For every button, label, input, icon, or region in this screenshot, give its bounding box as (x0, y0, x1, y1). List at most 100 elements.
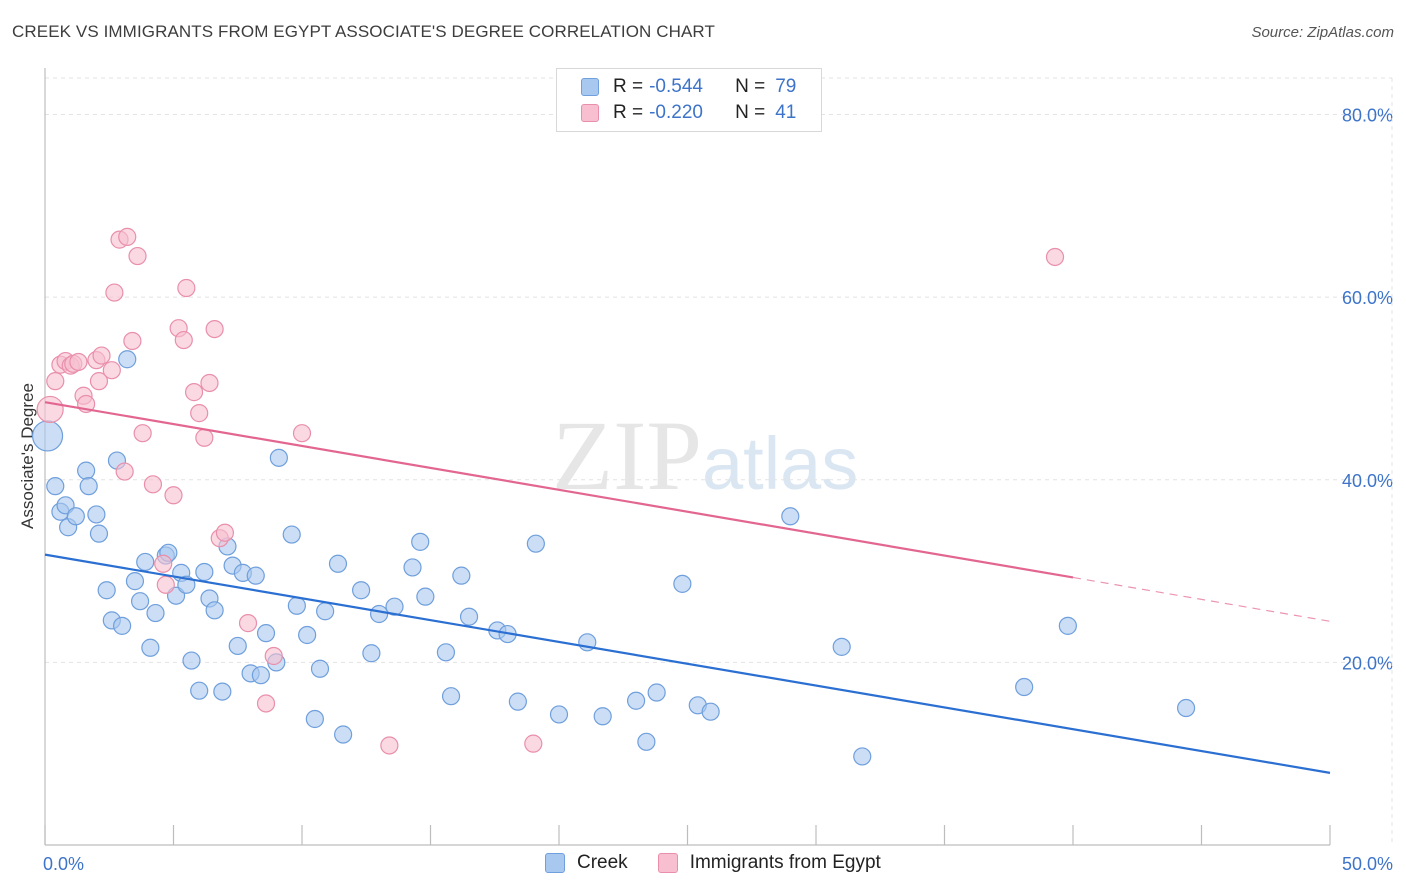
legend-label-creek: Creek (577, 852, 628, 873)
egypt-trend-line (44, 401, 1074, 579)
egypt-point (177, 278, 196, 298)
egypt-point (154, 554, 173, 573)
creek-point (125, 572, 145, 591)
creek-point (136, 552, 155, 572)
creek-point (46, 477, 65, 496)
egypt-swatch-icon (581, 104, 599, 122)
series-legend: Creek Immigrants from Egypt (545, 852, 911, 874)
legend-n-value: 79 (775, 76, 797, 97)
egypt-point (143, 475, 163, 494)
egypt-point (89, 372, 109, 391)
egypt-point (215, 523, 234, 542)
creek-point (118, 350, 137, 369)
egypt-point (190, 404, 209, 423)
legend-n-label: N = (735, 76, 766, 97)
creek-point (251, 666, 270, 685)
creek-point (781, 507, 800, 526)
egypt-point (200, 373, 219, 393)
egypt-point (69, 352, 88, 372)
creek-point (190, 681, 209, 700)
creek-point (87, 505, 106, 524)
creek-point (637, 732, 656, 751)
creek-point (370, 604, 389, 624)
creek-point (269, 448, 288, 467)
creek-point (310, 659, 330, 678)
creek-point (832, 637, 851, 656)
creek-legend-swatch-icon (545, 853, 565, 873)
egypt-point (195, 428, 214, 447)
creek-point (146, 603, 165, 623)
creek-point (436, 643, 456, 662)
creek-point (441, 687, 461, 706)
creek-point (66, 507, 85, 526)
watermark-atlas: atlas (702, 422, 859, 505)
creek-point (256, 624, 276, 643)
creek-point (316, 602, 335, 621)
creek-point (549, 705, 569, 724)
creek-point (298, 625, 317, 645)
creek-point (385, 597, 404, 616)
egypt-trend-extension (1072, 576, 1331, 622)
egypt-point (1045, 247, 1065, 267)
creek-point (673, 574, 692, 593)
creek-point (362, 644, 381, 663)
y-tick-label: 20.0% (1342, 653, 1393, 673)
creek-point (31, 420, 64, 452)
egypt-point (133, 424, 152, 443)
creek-point (97, 581, 116, 600)
egypt-point (292, 424, 312, 443)
creek-point (228, 636, 247, 656)
creek-point (352, 581, 371, 600)
correlation-legend: R = -0.544 N = 79 R = -0.220 N = 41 (556, 68, 822, 132)
creek-point (89, 524, 109, 543)
egypt-point (524, 734, 543, 753)
legend-item-creek[interactable]: Creek (545, 852, 628, 874)
egypt-legend-swatch-icon (657, 853, 678, 873)
creek-point (77, 461, 96, 480)
legend-item-egypt[interactable]: Immigrants from Egypt (657, 852, 881, 874)
creek-point (452, 566, 471, 585)
y-tick-label: 60.0% (1342, 288, 1393, 308)
creek-point (1176, 698, 1196, 718)
creek-point (647, 683, 666, 702)
creek-point (853, 747, 872, 766)
y-tick-label: 80.0% (1342, 106, 1393, 126)
legend-row-egypt: R = -0.220 N = 41 (581, 101, 796, 125)
y-axis-label: Associate's Degree (18, 383, 37, 529)
y-tick-label: 40.0% (1342, 471, 1393, 491)
x-tick-label-min: 0.0% (43, 854, 84, 874)
egypt-point (36, 395, 64, 424)
creek-point (1058, 616, 1077, 635)
egypt-point (380, 736, 399, 755)
creek-point (593, 707, 612, 726)
creek-point (459, 607, 479, 626)
creek-point (246, 566, 265, 585)
creek-point (177, 575, 196, 594)
legend-n-value: 41 (775, 102, 797, 123)
creek-point (526, 534, 545, 553)
legend-n-label: N = (735, 102, 766, 123)
creek-trend-line (44, 553, 1331, 774)
egypt-point (164, 486, 183, 505)
egypt-point (205, 320, 224, 339)
egypt-point (46, 372, 65, 391)
creek-swatch-icon (581, 78, 599, 96)
creek-point (141, 638, 160, 657)
legend-r-value: -0.544 (649, 76, 703, 97)
creek-point (130, 592, 150, 611)
creek-point (195, 562, 214, 582)
egypt-point (156, 575, 175, 594)
creek-point (213, 682, 232, 701)
egypt-point (92, 346, 111, 365)
legend-r-label: R = (613, 76, 644, 97)
creek-point (334, 725, 353, 744)
creek-point (626, 691, 646, 710)
egypt-point (238, 614, 258, 633)
creek-point (205, 601, 224, 620)
creek-point (287, 596, 306, 615)
legend-row-creek: R = -0.544 N = 79 (581, 75, 796, 99)
creek-point (416, 587, 435, 606)
legend-r-label: R = (613, 102, 644, 123)
creek-point (282, 525, 301, 544)
